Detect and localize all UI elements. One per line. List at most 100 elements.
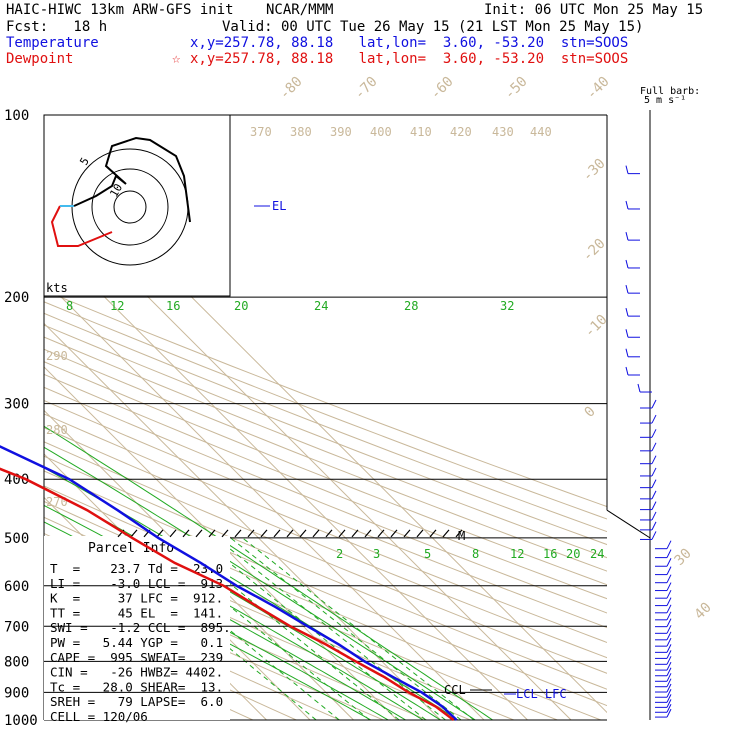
mixing-ratio-label: 12	[510, 547, 524, 561]
theta-tick-label: 280	[46, 423, 68, 437]
parcel-info-row: Tc = 28.0 SHEAR= 13.	[50, 679, 223, 694]
init-time: Init: 06 UTC Mon 25 May 15	[484, 2, 704, 18]
wind-barb-flag	[666, 597, 672, 606]
moist-adiabat-label: 32	[500, 299, 514, 313]
wind-barb-flag	[651, 467, 657, 477]
isotherm-tick-label: 30	[672, 546, 695, 569]
hodograph	[43, 114, 231, 297]
dry-adiabat	[44, 348, 607, 572]
hodograph-upper	[73, 136, 191, 223]
mixing-ratio-label: 2	[336, 547, 343, 561]
wind-barb-flag	[625, 329, 629, 338]
wind-barb-flag	[651, 511, 657, 521]
wind-barb-flag	[625, 348, 629, 357]
moist-adiabat-label: 20	[234, 299, 248, 313]
hodograph-ring	[113, 190, 147, 224]
wind-barb-flag	[666, 637, 672, 647]
parcel-info-box	[44, 536, 230, 720]
mixing-ratio-label: 16	[543, 547, 557, 561]
dry-adiabat	[44, 324, 607, 546]
wind-barb-flag	[651, 531, 657, 540]
dry-adiabat	[44, 427, 607, 659]
isotherm-tick-label: -30	[580, 156, 609, 185]
wind-barb-flag	[666, 678, 672, 687]
theta-tick-label: 440	[530, 125, 552, 139]
temperature-trace	[0, 445, 458, 721]
wind-barb-flag	[666, 631, 672, 641]
dry-adiabat	[44, 455, 607, 690]
dry-adiabat	[44, 361, 607, 586]
moist-adiabat-label: 24	[314, 299, 328, 313]
parcel-info-bg	[44, 536, 230, 720]
mixing-ratio-label: 5	[424, 547, 431, 561]
temperature-legend: Temperature	[6, 35, 99, 51]
wind-barb-flag	[666, 611, 672, 621]
wind-barb-flag	[625, 232, 629, 241]
pressure-tick-label: 200	[4, 290, 29, 306]
wind-barb-flag	[651, 429, 657, 438]
parcel-info-row: LI = -3.0 LCL = 913.	[50, 576, 231, 591]
parcel-info-row: CIN = -26 HWBZ= 4402.	[50, 665, 223, 680]
isotherm-line	[44, 279, 485, 720]
wind-barb-flag	[666, 694, 672, 703]
wind-barb-flag	[666, 704, 672, 713]
isotherm-tick-label: -70	[352, 74, 381, 103]
isotherm-line	[44, 322, 441, 720]
wind-barb-flag	[666, 689, 672, 698]
dry-adiabat	[44, 566, 384, 720]
temperature-location: x,y=257.78, 88.18 lat,lon= 3.60, -53.20 …	[190, 35, 629, 51]
wind-barb-flag	[625, 200, 629, 210]
wind-barb-flag	[651, 490, 657, 500]
lcl-lfc-label: LCL LFC	[516, 687, 567, 701]
dry-adiabat	[44, 584, 341, 720]
pressure-tick-label: 600	[4, 579, 29, 595]
wind-barb-flag	[651, 479, 657, 488]
dry-adiabat	[44, 373, 607, 600]
theta-tick-label: 430	[492, 125, 514, 139]
valid-time: Valid: 00 UTC Tue 26 May 15 (21 LST Mon …	[222, 19, 644, 35]
theta-tick-label: 410	[410, 125, 432, 139]
isotherm-tick-label: -40	[584, 74, 613, 103]
dry-adiabat	[44, 289, 607, 508]
parcel-info-row: PW = 5.44 YGP = 0.1	[50, 635, 223, 650]
pressure-tick-label: 1000	[4, 713, 38, 729]
mixing-ratio-label: 20	[566, 547, 580, 561]
wind-barb-flag	[666, 540, 672, 549]
hodograph-axis-label: kts	[46, 281, 68, 295]
wind-barb-flag	[666, 699, 672, 708]
model-title: HAIC-HIWC 13km ARW-GFS init	[6, 2, 234, 18]
wind-barb-flag	[625, 366, 629, 376]
source-label: NCAR/MMM	[266, 2, 334, 18]
parcel-info-row: CELL = 120/06	[50, 709, 148, 724]
parcel-info-row: CAPE = 995 SWEAT= 239	[50, 650, 223, 665]
ccl-label: CCL	[444, 683, 466, 697]
pressure-tick-label: 700	[4, 619, 29, 635]
pressure-tick-label: 300	[4, 397, 29, 413]
moist-adiabat-label: 28	[404, 299, 418, 313]
wind-barb-flag	[651, 399, 657, 409]
pressure-tick-label: 900	[4, 685, 29, 701]
parcel-info-row: SREH = 79 LAPSE= 6.0	[50, 694, 223, 709]
wind-barb-flag	[666, 574, 672, 583]
wind-barb-flag	[625, 259, 629, 269]
wind-barb-flag	[651, 501, 657, 510]
dry-adiabat	[44, 301, 607, 520]
forecast-hour: Fcst: 18 h	[6, 19, 108, 35]
wind-barb-flag	[666, 656, 672, 665]
wind-barb-flag	[625, 308, 629, 317]
theta-tick-label: 370	[250, 125, 272, 139]
right-axis-step	[606, 509, 651, 539]
isotherm-tick-label: -20	[580, 236, 609, 265]
wind-barb-flag	[666, 673, 672, 682]
isotherm-tick-label: -60	[428, 74, 457, 103]
wind-barb-flag	[651, 455, 657, 464]
wind-barb-flag	[666, 582, 672, 591]
theta-tick-label: 290	[46, 349, 68, 363]
dry-adiabat	[44, 413, 607, 644]
mixing-ratio-label: 8	[472, 547, 479, 561]
dry-adiabat	[44, 312, 607, 533]
parcel-info-row: K = 37 LFC = 912.	[50, 591, 223, 606]
wind-barb-flag	[625, 165, 629, 174]
